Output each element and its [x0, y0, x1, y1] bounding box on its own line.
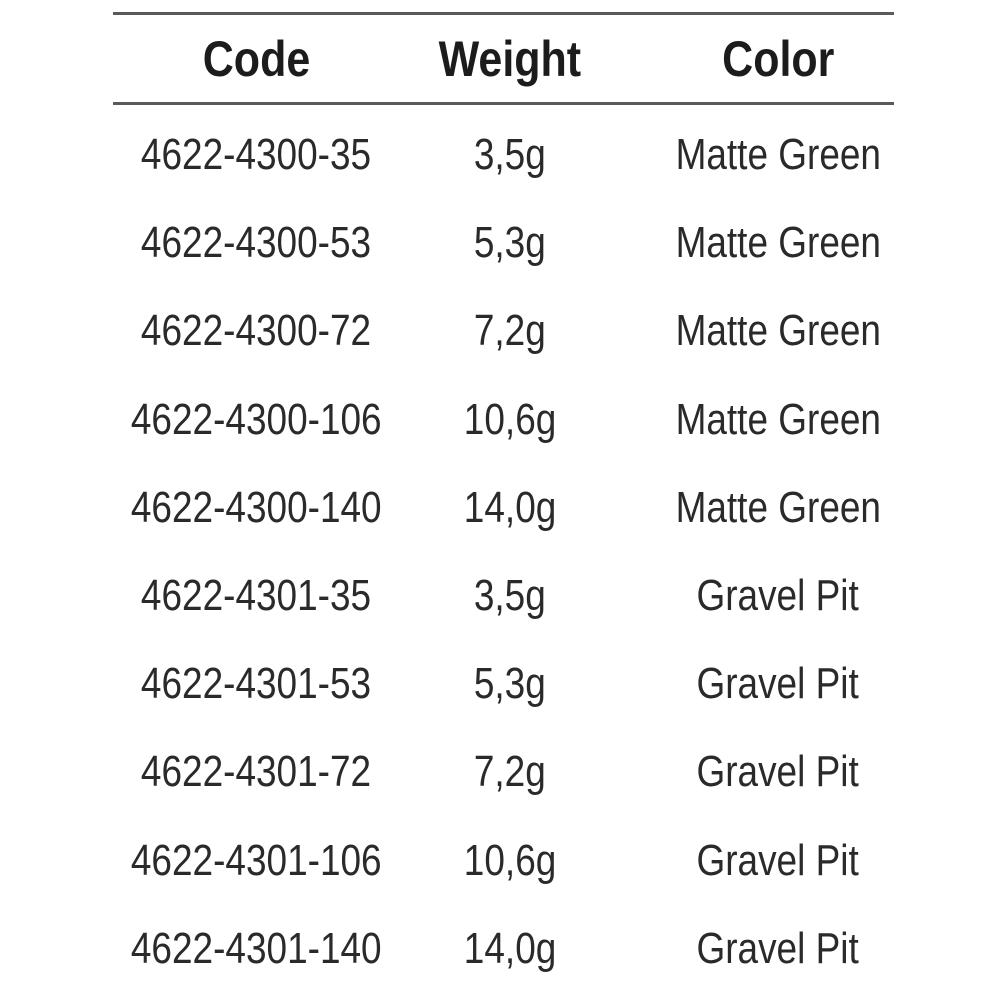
cell-code: 4622-4300-106: [130, 394, 382, 444]
cell-color: Gravel Pit: [696, 659, 860, 709]
cell-weight: 5,3g: [474, 659, 546, 709]
table-row: 4622-4301-53 5,3g Gravel Pit: [113, 640, 894, 728]
cell-code: 4622-4301-72: [140, 747, 372, 797]
cell-weight: 14,0g: [463, 482, 557, 532]
cell-code: 4622-4300-140: [130, 482, 382, 532]
cell-weight: 7,2g: [474, 747, 546, 797]
cell-color: Matte Green: [675, 394, 881, 444]
header-weight: Weight: [438, 31, 582, 87]
table-row: 4622-4300-35 3,5g Matte Green: [113, 111, 894, 199]
table-row: 4622-4301-35 3,5g Gravel Pit: [113, 552, 894, 640]
table-row: 4622-4300-106 10,6g Matte Green: [113, 376, 894, 464]
cell-weight: 3,5g: [474, 571, 546, 620]
table-row: 4622-4300-53 5,3g Matte Green: [113, 199, 894, 287]
table-row: 4622-4301-106 10,6g Gravel Pit: [113, 817, 894, 905]
table-row: 4622-4301-140 14,0g Gravel Pit: [113, 905, 894, 993]
cell-color: Gravel Pit: [696, 571, 860, 620]
header-rule: [113, 102, 894, 105]
cell-code: 4622-4301-106: [130, 835, 382, 885]
cell-weight: 7,2g: [474, 306, 546, 356]
cell-color: Matte Green: [675, 482, 881, 532]
table-row: 4622-4300-140 14,0g Matte Green: [113, 464, 894, 552]
cell-weight: 3,5g: [474, 130, 546, 179]
cell-color: Matte Green: [675, 218, 881, 268]
cell-color: Gravel Pit: [696, 923, 860, 973]
header-color: Color: [721, 31, 835, 87]
cell-code: 4622-4301-53: [140, 659, 372, 709]
cell-code: 4622-4301-140: [130, 923, 382, 973]
cell-weight: 10,6g: [463, 394, 557, 444]
cell-code: 4622-4300-53: [140, 218, 372, 268]
cell-code: 4622-4300-35: [140, 130, 372, 179]
cell-code: 4622-4300-72: [140, 306, 372, 356]
header-code: Code: [202, 31, 310, 87]
cell-color: Matte Green: [675, 130, 881, 179]
table-row: 4622-4300-72 7,2g Matte Green: [113, 287, 894, 375]
cell-weight: 10,6g: [463, 835, 557, 885]
table-header: Code Weight Color: [113, 16, 894, 102]
cell-color: Gravel Pit: [696, 747, 860, 797]
cell-color: Matte Green: [675, 306, 881, 356]
table-row: 4622-4301-72 7,2g Gravel Pit: [113, 728, 894, 816]
cell-weight: 14,0g: [463, 923, 557, 973]
table-top-rule: [113, 12, 894, 15]
cell-color: Gravel Pit: [696, 835, 860, 885]
cell-weight: 5,3g: [474, 218, 546, 268]
cell-code: 4622-4301-35: [140, 571, 372, 620]
